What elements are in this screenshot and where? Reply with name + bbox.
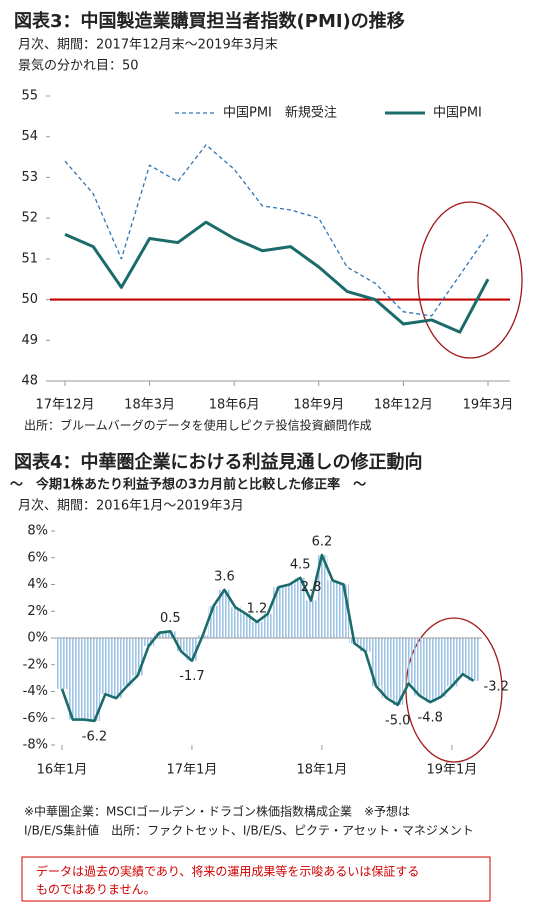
y-tick-label: -8% (23, 738, 48, 753)
area-bar (359, 638, 371, 652)
chart-title: 図表3：中国製造業購買担当者指数(PMI)の推移 (14, 10, 405, 32)
note: I/B/E/S集計値 出所：ファクトセット、I/B/E/S、ピクテ・アセット・マ… (24, 823, 474, 838)
area-bar (381, 638, 393, 699)
area-bar (392, 638, 404, 705)
area-bar (240, 613, 252, 638)
disclaimer: データは過去の実績であり、将来の運用成果等を示唆あるいは保証する (36, 864, 419, 879)
area-bar (89, 638, 100, 721)
area-bar (67, 638, 79, 720)
x-tick-label: 18年1月 (297, 763, 348, 778)
y-tick-label: -2% (23, 657, 48, 672)
area-bar (143, 638, 155, 647)
y-tick-label: 51 (21, 251, 38, 266)
x-tick-label: 19年3月 (463, 398, 514, 413)
x-tick-label: 18年3月 (124, 398, 175, 413)
data-label: 6.2 (312, 535, 333, 550)
chart-title: 図表4：中華圏企業における利益見通しの修正動向 (14, 451, 423, 473)
x-tick-label: 18年12月 (374, 398, 433, 413)
legend-label: 中国PMI (433, 106, 482, 121)
area-bar (164, 631, 176, 638)
data-label: 2.8 (301, 580, 322, 595)
area-bar (110, 638, 122, 699)
area-bar (208, 605, 220, 638)
area-bar (132, 638, 144, 676)
area-bar (316, 555, 328, 638)
area-bar (370, 638, 382, 687)
y-tick-label: 50 (21, 292, 38, 307)
data-label: -4.8 (418, 711, 443, 726)
y-tick-label: 54 (21, 129, 38, 144)
area-bar (262, 613, 274, 638)
data-label: 4.5 (290, 557, 311, 572)
y-tick-label: 49 (21, 333, 38, 348)
series-line (60, 553, 475, 723)
y-tick-label: -6% (23, 711, 48, 726)
y-tick-label: 8% (27, 524, 48, 539)
area-bar (294, 577, 306, 638)
y-tick-label: 2% (27, 604, 48, 619)
area-bar (446, 638, 458, 687)
series-line (64, 220, 490, 334)
area-bar (56, 638, 68, 689)
area-bar (229, 607, 241, 638)
data-label: 0.5 (160, 611, 181, 626)
area-bar (121, 638, 133, 687)
x-tick-label: 18年6月 (209, 398, 260, 413)
data-label: 1.2 (247, 601, 268, 616)
data-label: -6.2 (82, 729, 107, 744)
data-label: -5.0 (385, 713, 410, 728)
area-bar (154, 632, 165, 638)
area-bar (99, 638, 111, 695)
y-tick-label: 6% (27, 550, 48, 565)
data-label: 3.6 (214, 569, 235, 584)
series-line (64, 144, 489, 317)
y-tick-label: 52 (21, 211, 38, 226)
disclaimer-box (21, 856, 491, 902)
chart-subtitle: ～ 今期1株あたり利益予想の3カ月前と比較した修正率 ～ (10, 477, 366, 493)
highlight-ellipse (417, 201, 523, 359)
area-bar (338, 584, 349, 638)
x-tick-label: 17年1月 (167, 763, 218, 778)
area-bar (175, 638, 187, 652)
area-bar (219, 589, 230, 638)
area-bar (78, 638, 90, 720)
area-bar (327, 580, 339, 638)
area-bar (424, 638, 436, 703)
x-tick-label: 17年12月 (35, 398, 94, 413)
y-tick-label: 53 (21, 170, 38, 185)
area-bar (413, 638, 425, 696)
data-label: -1.7 (179, 669, 204, 684)
x-tick-label: 16年1月 (37, 763, 88, 778)
disclaimer: ものではありません。 (36, 883, 156, 897)
area-bar (403, 638, 414, 684)
source-note: 出所：ブルームバーグのデータを使用しピクテ投信投資顧問作成 (24, 418, 372, 433)
area-bar (284, 584, 295, 638)
data-label: -3.2 (484, 679, 509, 694)
area-bar (251, 621, 263, 638)
legend-label: 中国PMI 新規受注 (223, 105, 337, 121)
y-tick-label: 48 (21, 374, 38, 389)
area-bar (435, 638, 447, 697)
area-bar (273, 587, 285, 638)
chart-subtitle: 月次、期間：2017年12月末～2019年3月末 (18, 37, 278, 53)
x-tick-label: 19年1月 (426, 763, 477, 778)
area-bar (186, 638, 198, 661)
area-bar (305, 600, 317, 638)
y-tick-label: 4% (27, 577, 48, 592)
area-bar (468, 638, 479, 681)
chart-subtitle: 景気の分かれ目：50 (18, 58, 139, 74)
y-tick-label: 0% (27, 631, 48, 646)
note: ※中華圏企業：MSCIゴールデン・ドラゴン株価指数構成企業 ※予想は (24, 804, 410, 819)
y-tick-label: -4% (23, 684, 48, 699)
x-tick-label: 18年9月 (293, 398, 344, 413)
chart-subtitle: 月次、期間：2016年1月～2019年3月 (18, 498, 244, 514)
y-tick-label: 55 (21, 89, 38, 104)
area-bar (457, 638, 469, 675)
